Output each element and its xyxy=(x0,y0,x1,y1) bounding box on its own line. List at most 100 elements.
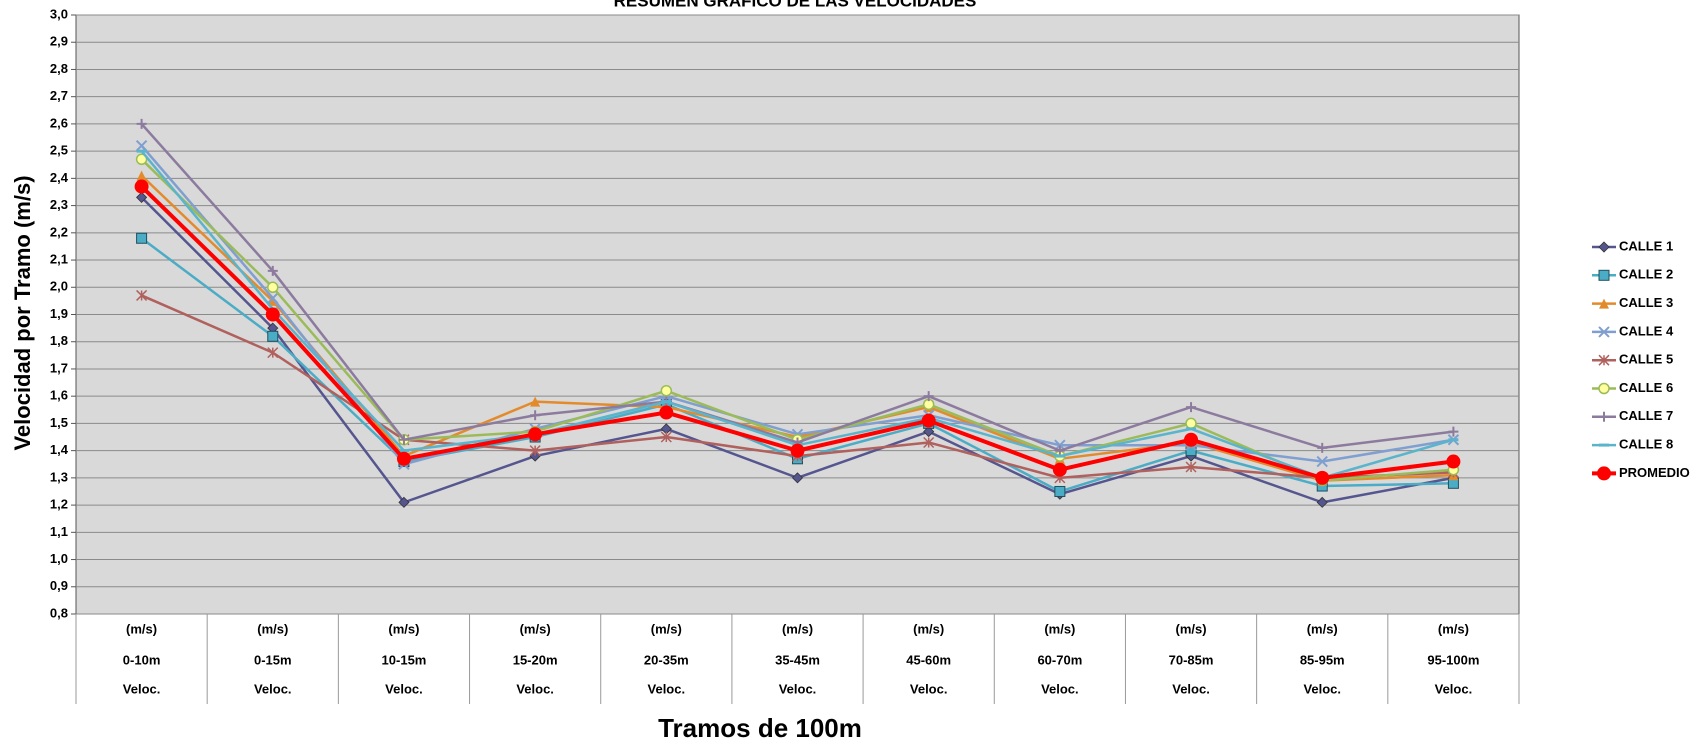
marker xyxy=(1316,455,1328,468)
marker xyxy=(923,391,934,402)
marker xyxy=(660,384,673,397)
x-axis-title: Tramos de 100m xyxy=(658,713,862,743)
x-tick-label: Veloc. xyxy=(123,681,161,696)
marker xyxy=(1186,402,1197,413)
legend-label: CALLE 1 xyxy=(1619,238,1673,253)
x-tick-label: Veloc. xyxy=(516,681,554,696)
y-tick-label: 1,3 xyxy=(50,469,68,484)
y-tick-label: 1,4 xyxy=(50,442,69,457)
marker xyxy=(1597,466,1611,481)
x-tick-label: 10-15m xyxy=(382,652,427,667)
x-tick-label: Veloc. xyxy=(1435,681,1473,696)
marker xyxy=(530,396,541,407)
marker xyxy=(923,436,935,448)
x-tick-label: (m/s) xyxy=(257,621,288,636)
y-tick-label: 2,0 xyxy=(50,279,68,294)
y-tick-label: 1,2 xyxy=(50,497,68,512)
y-axis-title: Velocidad por Tramo (m/s) xyxy=(10,175,35,450)
legend-label: PROMEDIO xyxy=(1619,465,1690,480)
marker xyxy=(1054,445,1065,456)
marker xyxy=(136,118,147,129)
legend-label: CALLE 7 xyxy=(1619,408,1673,423)
marker xyxy=(135,139,148,152)
x-tick-label: 85-95m xyxy=(1300,652,1345,667)
marker xyxy=(1598,382,1610,395)
chart-title: RESUMEN GRÁFICO DE LAS VELOCIDADES xyxy=(614,0,977,10)
x-tick-label: (m/s) xyxy=(1307,621,1338,636)
x-tick-label: Veloc. xyxy=(254,681,292,696)
marker xyxy=(267,281,279,294)
x-tick-label: Veloc. xyxy=(385,681,423,696)
x-tick-label: 15-20m xyxy=(513,652,558,667)
x-tick-label: Veloc. xyxy=(648,681,686,696)
marker xyxy=(267,295,278,306)
x-tick-label: 60-70m xyxy=(1037,652,1082,667)
y-tick-label: 2,3 xyxy=(50,197,68,212)
marker xyxy=(659,405,674,420)
y-tick-label: 2,8 xyxy=(50,61,68,76)
marker xyxy=(267,265,278,276)
marker xyxy=(921,413,936,428)
x-tick-label: (m/s) xyxy=(520,621,551,636)
x-tick-label: (m/s) xyxy=(126,621,157,636)
y-tick-label: 1,9 xyxy=(50,306,68,321)
y-tick-label: 2,2 xyxy=(50,224,68,239)
x-tick-label: Veloc. xyxy=(1172,681,1210,696)
marker xyxy=(1052,462,1067,477)
marker xyxy=(791,472,804,484)
legend-label: CALLE 6 xyxy=(1619,380,1673,395)
x-tick-label: (m/s) xyxy=(1044,621,1075,636)
legend-label: CALLE 8 xyxy=(1619,437,1673,452)
x-tick-label: 0-15m xyxy=(254,652,292,667)
legend-label: CALLE 4 xyxy=(1619,323,1674,338)
marker xyxy=(1316,496,1328,508)
y-tick-label: 1,1 xyxy=(50,524,68,539)
x-tick-label: (m/s) xyxy=(782,621,813,636)
y-tick-label: 2,6 xyxy=(50,115,68,130)
x-tick-label: (m/s) xyxy=(913,621,944,636)
marker xyxy=(1599,411,1609,422)
x-tick-label: Veloc. xyxy=(910,681,948,696)
marker xyxy=(790,443,805,458)
marker xyxy=(1598,326,1610,338)
y-tick-label: 0,8 xyxy=(50,605,68,620)
marker xyxy=(265,307,280,322)
y-tick-label: 2,1 xyxy=(50,251,68,266)
marker xyxy=(398,496,410,508)
marker xyxy=(396,451,411,466)
x-tick-label: Veloc. xyxy=(1303,681,1341,696)
marker xyxy=(135,153,148,166)
marker xyxy=(923,426,935,438)
marker xyxy=(134,179,149,194)
marker xyxy=(1598,354,1610,366)
marker xyxy=(1448,426,1459,437)
marker xyxy=(1315,470,1330,485)
x-tick-label: (m/s) xyxy=(388,621,419,636)
marker xyxy=(528,427,543,442)
x-tick-label: (m/s) xyxy=(1438,621,1469,636)
legend-label: CALLE 2 xyxy=(1619,267,1673,282)
y-tick-label: 1,6 xyxy=(50,388,68,403)
y-tick-label: 3,0 xyxy=(50,6,68,21)
x-tick-label: 20-35m xyxy=(644,652,689,667)
x-tick-label: 35-45m xyxy=(775,652,820,667)
legend-label: CALLE 3 xyxy=(1619,295,1673,310)
marker xyxy=(136,191,148,203)
x-tick-label: 0-10m xyxy=(123,652,161,667)
marker xyxy=(136,170,147,181)
y-tick-label: 2,7 xyxy=(50,88,68,103)
marker xyxy=(1446,454,1461,469)
marker xyxy=(1598,241,1610,253)
marker xyxy=(398,434,409,445)
marker xyxy=(267,330,279,342)
marker xyxy=(136,232,148,244)
y-tick-label: 1,8 xyxy=(50,333,68,348)
marker xyxy=(1185,461,1197,473)
x-tick-label: Veloc. xyxy=(1041,681,1079,696)
marker xyxy=(1599,298,1609,309)
x-tick-label: Veloc. xyxy=(779,681,817,696)
y-tick-label: 2,9 xyxy=(50,34,68,49)
marker xyxy=(530,410,541,421)
marker xyxy=(1185,417,1197,430)
